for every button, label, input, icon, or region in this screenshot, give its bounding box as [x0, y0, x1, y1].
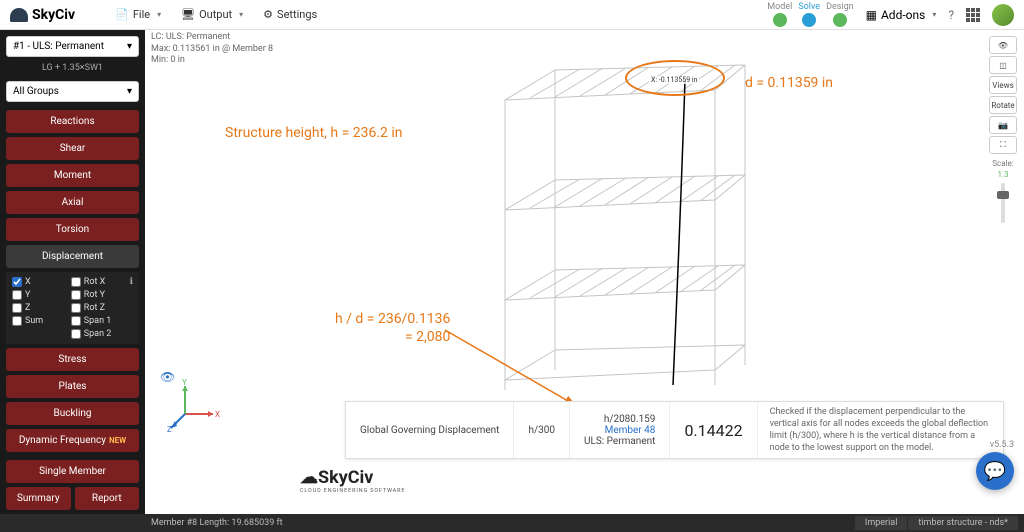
btn-shear[interactable]: Shear	[6, 137, 139, 160]
tool-rotate[interactable]: Rotate	[989, 96, 1017, 114]
top-menu: 📄 File 🖥 Output ⚙ Settings	[115, 8, 317, 21]
result-panel: Global Governing Displacement h/300 h/20…	[345, 401, 1004, 459]
left-sidebar: #1 - ULS: Permanent▾ LG + 1.35×SW1 All G…	[0, 30, 145, 514]
menu-file[interactable]: 📄 File	[115, 8, 161, 21]
logo[interactable]: SkyCiv	[10, 7, 75, 23]
btn-torsion[interactable]: Torsion	[6, 218, 139, 241]
btn-plates[interactable]: Plates	[6, 375, 139, 398]
mode-model[interactable]: Model	[767, 2, 792, 27]
chk-rotz[interactable]: Rot Z	[71, 303, 128, 313]
tool-views[interactable]: Views	[989, 76, 1017, 94]
top-right: Model Solve Design ▦ Add-ons ?	[767, 2, 1014, 27]
footer-logo: ☁SkyCiv CLOUD ENGINEERING SOFTWARE	[300, 466, 405, 494]
mode-solve[interactable]: Solve	[798, 2, 820, 27]
status-file[interactable]: timber structure - nds*	[908, 516, 1018, 530]
top-bar: SkyCiv 📄 File 🖥 Output ⚙ Settings Model …	[0, 0, 1024, 30]
chk-span1[interactable]: Span 1	[71, 316, 128, 326]
rp-details: h/2080.159 Member 48 ULS: Permanent	[570, 402, 670, 458]
annot-d: d = 0.11359 in	[745, 75, 833, 91]
menu-settings[interactable]: ⚙ Settings	[263, 8, 317, 21]
btn-buckling[interactable]: Buckling	[6, 402, 139, 425]
btn-displacement[interactable]: Displacement	[6, 245, 139, 268]
btn-stress[interactable]: Stress	[6, 348, 139, 371]
version-label: v5.5.3	[990, 440, 1014, 450]
chk-rotx[interactable]: Rot X	[71, 277, 128, 287]
chk-z[interactable]: Z	[12, 303, 69, 313]
annot-ratio: h / d = 236/0.1136= 2,080	[335, 310, 450, 346]
status-units[interactable]: Imperial	[855, 516, 908, 530]
scale-value: 1.3	[997, 170, 1008, 179]
apps-icon[interactable]	[966, 8, 980, 22]
cloud-icon	[10, 8, 28, 22]
chk-span2[interactable]: Span 2	[71, 329, 128, 339]
chk-sum[interactable]: Sum	[12, 316, 69, 326]
rp-description: Checked if the displacement perpendicula…	[758, 400, 1003, 461]
mode-design[interactable]: Design	[826, 2, 854, 27]
tool-eye[interactable]: 👁	[989, 36, 1017, 54]
load-case-dropdown[interactable]: #1 - ULS: Permanent▾	[6, 36, 139, 57]
menu-addons[interactable]: ▦ Add-ons	[866, 8, 937, 22]
chk-roty[interactable]: Rot Y	[71, 290, 128, 300]
btn-axial[interactable]: Axial	[6, 191, 139, 214]
btn-single-member[interactable]: Single Member	[6, 460, 139, 483]
mode-tabs: Model Solve Design	[767, 2, 853, 27]
rp-member-link[interactable]: Member 48	[584, 425, 655, 436]
status-left: Member #8 Length: 19.685039 ft	[151, 518, 283, 528]
chat-button[interactable]: 💬	[976, 452, 1014, 490]
btn-summary[interactable]: Summary	[6, 487, 71, 510]
status-bar: Member #8 Length: 19.685039 ft Imperial …	[0, 514, 1024, 532]
annot-height: Structure height, h = 236.2 in	[225, 125, 403, 141]
groups-dropdown[interactable]: All Groups▾	[6, 81, 139, 102]
tool-camera[interactable]: 📷	[989, 116, 1017, 134]
scale-label: Scale:	[992, 159, 1013, 168]
avatar[interactable]	[992, 4, 1014, 26]
rp-value: 0.14422	[670, 402, 757, 458]
svg-text:X: X	[215, 410, 220, 419]
btn-reactions[interactable]: Reactions	[6, 110, 139, 133]
menu-output[interactable]: 🖥 Output	[181, 8, 243, 21]
chk-x[interactable]: X	[12, 277, 69, 287]
btn-report[interactable]: Report	[75, 487, 140, 510]
brand-text: SkyCiv	[32, 7, 75, 23]
btn-moment[interactable]: Moment	[6, 164, 139, 187]
rp-title: Global Governing Displacement	[346, 402, 514, 458]
load-combo-label: LG + 1.35×SW1	[6, 61, 139, 77]
scale-slider[interactable]	[1001, 183, 1005, 223]
axes-gizmo[interactable]: X Y Z	[165, 378, 221, 434]
viewport-3d[interactable]: LC: ULS: Permanent Max: 0.113561 in @ Me…	[145, 30, 1024, 514]
annot-ellipse	[625, 60, 725, 96]
help-icon[interactable]: ?	[948, 8, 954, 22]
structure-model	[485, 60, 755, 400]
svg-text:Y: Y	[182, 378, 187, 387]
rp-limit: h/300	[514, 402, 570, 458]
viewport-info: LC: ULS: Permanent Max: 0.113561 in @ Me…	[151, 32, 273, 67]
tool-iso[interactable]: ◫	[989, 56, 1017, 74]
chk-y[interactable]: Y	[12, 290, 69, 300]
tool-fit[interactable]: ⛶	[989, 136, 1017, 154]
right-toolbar: 👁 ◫ Views Rotate 📷 ⛶ Scale: 1.3	[988, 36, 1018, 223]
svg-text:Z: Z	[167, 425, 172, 434]
info-icon[interactable]: ℹ	[130, 277, 133, 287]
displacement-options: X Rot X ℹ Y Rot Y Z Rot Z Sum Span 1 Spa…	[6, 272, 139, 344]
btn-dynfreq[interactable]: Dynamic FrequencyNEW	[6, 429, 139, 452]
